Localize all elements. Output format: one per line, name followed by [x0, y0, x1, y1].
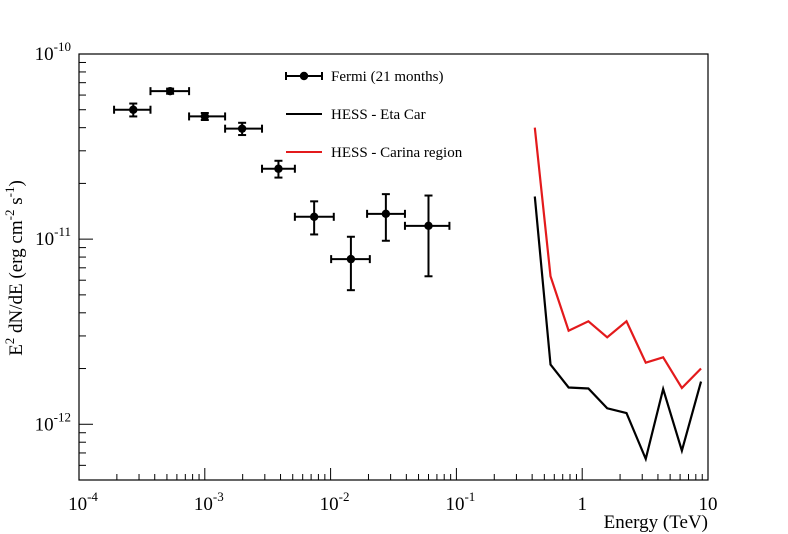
legend: Fermi (21 months) HESS - Eta Car HESS - Ca… — [285, 69, 463, 161]
point-marker — [165, 86, 175, 96]
x-tick-label: 1 — [577, 494, 587, 515]
series-line — [533, 196, 703, 463]
data-point — [224, 121, 264, 137]
data-point — [261, 159, 296, 179]
axis-ticks — [78, 53, 709, 481]
legend-marker — [299, 71, 309, 81]
data-point — [330, 235, 371, 292]
point-marker — [381, 209, 391, 219]
y-axis-title: E2 dN/dE (erg cm-2 s-1) — [2, 180, 27, 356]
data-point — [293, 200, 335, 236]
y-tick-label: 10-11 — [35, 224, 71, 250]
x-tick-label: 10-4 — [68, 489, 98, 515]
legend-label: HESS - Eta Car — [331, 107, 426, 123]
data-point — [403, 194, 451, 278]
x-tick-label: 10-2 — [320, 489, 350, 515]
point-marker — [237, 124, 247, 133]
point-marker — [346, 254, 356, 264]
legend-label: HESS - Carina region — [331, 145, 463, 161]
x-axis-title: Energy (TeV) — [604, 512, 708, 533]
point-marker — [424, 221, 433, 231]
x-tick-label: 10-1 — [445, 489, 475, 515]
data-point — [113, 102, 152, 118]
point-marker — [274, 164, 283, 173]
x-tick-label: 10-3 — [194, 489, 224, 515]
legend-label: Fermi (21 months) — [331, 69, 444, 85]
plot-frame — [78, 53, 709, 481]
point-marker — [200, 112, 209, 121]
series-layer — [113, 86, 703, 463]
data-point — [188, 112, 227, 122]
legend-entry: HESS - Carina region — [286, 145, 463, 161]
legend-entry: Fermi (21 months) — [285, 69, 444, 85]
series-line — [533, 127, 702, 390]
y-tick-label: 10-10 — [35, 39, 71, 65]
point-marker — [129, 105, 138, 114]
data-point — [366, 193, 406, 242]
data-point — [149, 86, 191, 96]
legend-entry: HESS - Eta Car — [286, 107, 426, 123]
point-marker — [309, 212, 319, 222]
x-tick-label: 10 — [699, 494, 718, 515]
y-tick-label: 10-12 — [35, 409, 71, 435]
